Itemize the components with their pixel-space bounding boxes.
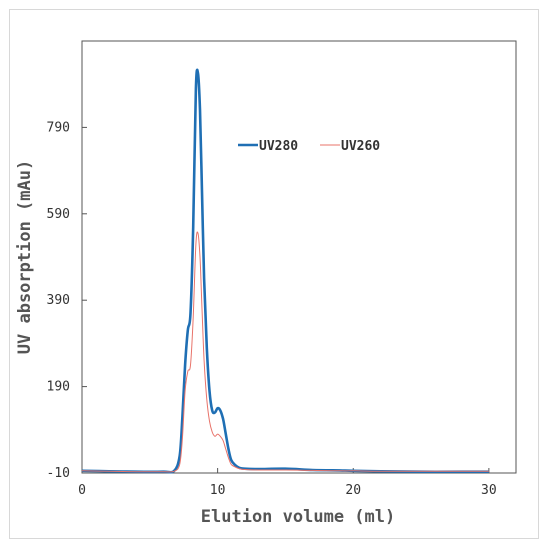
axis-ticks: 0 10 20 30 -10 190 390 590 790	[47, 120, 497, 498]
y-tick-label: 390	[47, 293, 70, 308]
series-lines	[81, 68, 489, 474]
x-tick-label: 10	[210, 483, 226, 498]
y-tick-label: 590	[47, 207, 70, 222]
y-tick-label: 190	[47, 380, 70, 395]
chart-frame	[9, 9, 539, 539]
x-tick-label: 30	[481, 483, 497, 498]
series-line-uv260	[81, 231, 489, 473]
x-axis-title: Elution volume (ml)	[201, 507, 395, 527]
plot-area-border	[81, 40, 517, 474]
y-axis-title: UV absorption (mAu)	[15, 160, 35, 354]
legend: UV280 UV260	[238, 139, 380, 154]
legend-label: UV260	[341, 139, 380, 154]
x-tick-label: 20	[345, 483, 361, 498]
x-tick-label: 0	[78, 483, 86, 498]
series-line-uv280	[81, 68, 489, 474]
y-tick-label: 790	[47, 120, 70, 135]
y-tick-label: -10	[47, 466, 70, 481]
legend-label: UV280	[259, 139, 298, 154]
